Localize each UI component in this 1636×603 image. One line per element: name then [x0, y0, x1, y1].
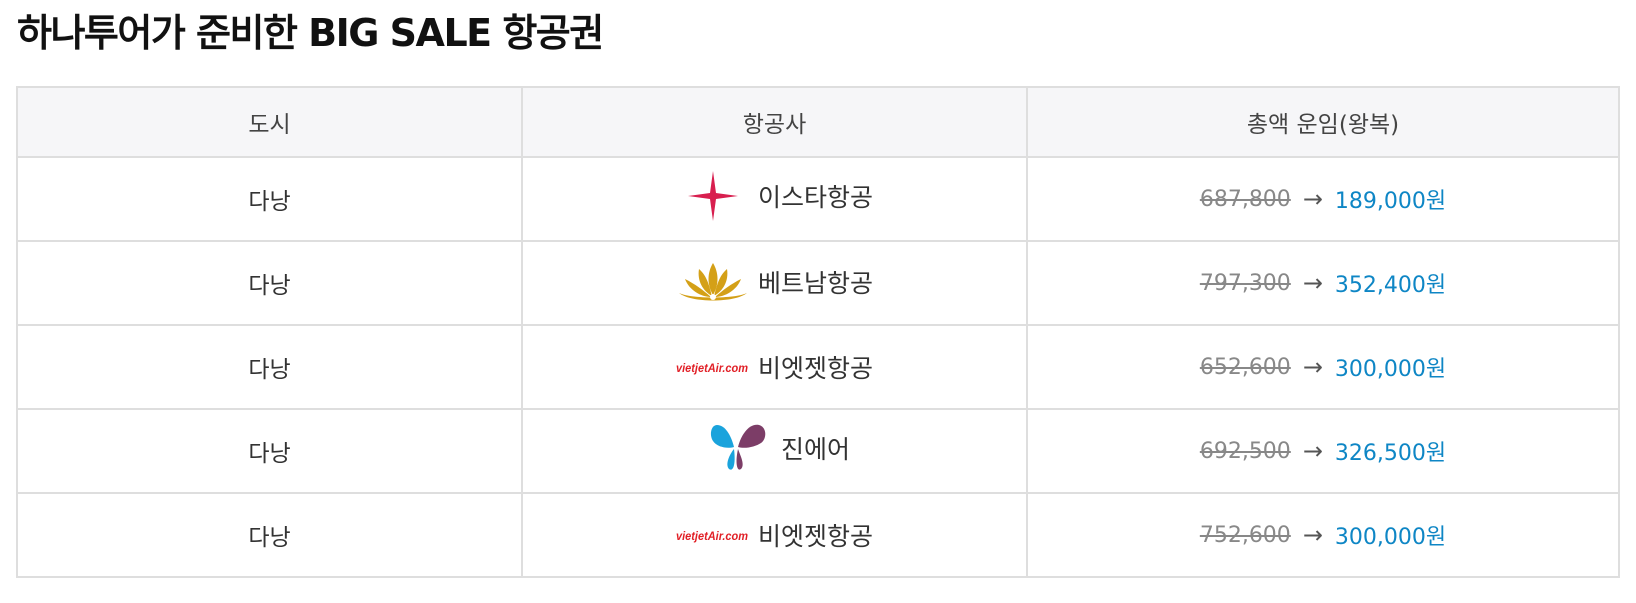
- airline-name: 이스타항공: [758, 178, 873, 214]
- header-airline: 항공사: [522, 87, 1027, 157]
- airline-name: 비엣젯항공: [758, 349, 873, 385]
- svg-text:vietjetAir.com: vietjetAir.com: [676, 361, 748, 375]
- airline-name: 비엣젯항공: [758, 517, 873, 553]
- header-city: 도시: [17, 87, 522, 157]
- original-price: 752,600: [1200, 523, 1291, 548]
- currency-unit: 원: [1426, 273, 1446, 298]
- table-row[interactable]: 다낭 vietjetAir.com 비엣젯항공 652,600 → 300,00…: [17, 325, 1619, 409]
- city-cell: 다낭: [17, 409, 522, 493]
- city-cell: 다낭: [17, 241, 522, 325]
- airline-cell: vietjetAir.com 비엣젯항공: [522, 325, 1027, 409]
- vietjet-air-logo-icon: vietjetAir.com: [676, 340, 750, 394]
- fare-cell: 692,500 → 326,500원: [1027, 409, 1619, 493]
- airline-name: 진에어: [781, 430, 850, 466]
- city-cell: 다낭: [17, 493, 522, 577]
- original-price: 687,800: [1200, 187, 1291, 212]
- airline-cell: vietjetAir.com 비엣젯항공: [522, 493, 1027, 577]
- arrow-right-icon: →: [1303, 521, 1323, 549]
- airline-cell: 이스타항공: [522, 157, 1027, 241]
- sale-price-value: 189,000: [1335, 189, 1426, 214]
- arrow-right-icon: →: [1303, 185, 1323, 213]
- arrow-right-icon: →: [1303, 353, 1323, 381]
- svg-text:vietjetAir.com: vietjetAir.com: [676, 529, 748, 543]
- arrow-right-icon: →: [1303, 437, 1323, 465]
- eastar-jet-star-logo-icon: [676, 169, 750, 223]
- sale-price[interactable]: 326,500원: [1335, 435, 1446, 467]
- jin-air-butterfly-logo-icon: [699, 421, 773, 475]
- table-row[interactable]: 다낭 베트남항공: [17, 241, 1619, 325]
- fare-cell: 687,800 → 189,000원: [1027, 157, 1619, 241]
- original-price: 692,500: [1200, 439, 1291, 464]
- sale-price[interactable]: 352,400원: [1335, 267, 1446, 299]
- currency-unit: 원: [1426, 441, 1446, 466]
- sale-price[interactable]: 300,000원: [1335, 519, 1446, 551]
- original-price: 652,600: [1200, 355, 1291, 380]
- table-row[interactable]: 다낭 이스타항공 687,800 → 189,000원: [17, 157, 1619, 241]
- original-price: 797,300: [1200, 271, 1291, 296]
- table-row[interactable]: 다낭 진에어 692,500: [17, 409, 1619, 493]
- sale-price-value: 300,000: [1335, 357, 1426, 382]
- airline-cell: 진에어: [522, 409, 1027, 493]
- sale-price[interactable]: 300,000원: [1335, 351, 1446, 383]
- sale-price-value: 326,500: [1335, 441, 1426, 466]
- table-row[interactable]: 다낭 vietjetAir.com 비엣젯항공 752,600 → 300,00…: [17, 493, 1619, 577]
- currency-unit: 원: [1426, 357, 1446, 382]
- sale-price-value: 300,000: [1335, 525, 1426, 550]
- sale-price-value: 352,400: [1335, 273, 1426, 298]
- currency-unit: 원: [1426, 525, 1446, 550]
- airline-cell: 베트남항공: [522, 241, 1027, 325]
- table-header-row: 도시 항공사 총액 운임(왕복): [17, 87, 1619, 157]
- fare-table: 도시 항공사 총액 운임(왕복) 다낭 이스타항공 687,: [16, 86, 1620, 578]
- airline-name: 베트남항공: [758, 264, 873, 300]
- header-fare: 총액 운임(왕복): [1027, 87, 1619, 157]
- city-cell: 다낭: [17, 157, 522, 241]
- sale-price[interactable]: 189,000원: [1335, 183, 1446, 215]
- vietnam-airlines-lotus-logo-icon: [676, 255, 750, 309]
- page-title: 하나투어가 준비한 BIG SALE 항공권: [17, 6, 603, 60]
- fare-cell: 797,300 → 352,400원: [1027, 241, 1619, 325]
- vietjet-air-logo-icon: vietjetAir.com: [676, 508, 750, 562]
- arrow-right-icon: →: [1303, 269, 1323, 297]
- fare-cell: 652,600 → 300,000원: [1027, 325, 1619, 409]
- fare-cell: 752,600 → 300,000원: [1027, 493, 1619, 577]
- currency-unit: 원: [1426, 189, 1446, 214]
- city-cell: 다낭: [17, 325, 522, 409]
